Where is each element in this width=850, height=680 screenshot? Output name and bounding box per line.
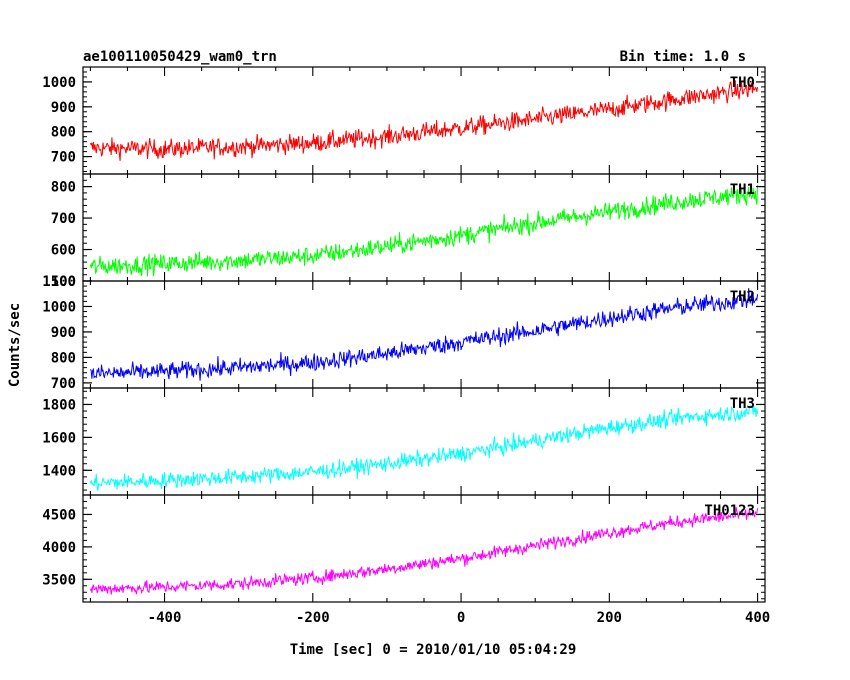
- panel-frame: [82, 66, 766, 175]
- x-tick-label: 200: [597, 610, 622, 626]
- x-tick-label: 0: [457, 610, 465, 626]
- chart-title: ae100110050429_wam0_trn: [83, 49, 277, 65]
- y-tick-label: 600: [51, 243, 76, 259]
- y-tick-label: 800: [51, 180, 76, 196]
- panel-th0: 700 800 900 1000 TH0: [42, 66, 766, 175]
- panel-frame: [82, 280, 766, 389]
- y-tick-label: 700: [51, 211, 76, 227]
- y-tick-label: 900: [51, 325, 76, 341]
- y-tick-label: 800: [51, 350, 76, 366]
- y-tick-label: 4500: [42, 507, 76, 523]
- y-tick-label: 1600: [42, 430, 76, 446]
- series-line-th1: [89, 184, 759, 277]
- panel-th0123: 3500 4000 4500 TH0123: [42, 494, 766, 603]
- x-tick-label: -400: [148, 610, 182, 626]
- panel-th2: 700 800 900 1000 1100 TH2: [42, 274, 766, 392]
- y-tick-label: 1400: [42, 463, 76, 479]
- panel-label-th3: TH3: [730, 396, 755, 412]
- series-line-th2: [89, 288, 759, 381]
- series-line-th3: [89, 405, 759, 491]
- panel-th3: 1400 1600 1800 TH3: [42, 387, 766, 496]
- y-tick-label: 1100: [42, 274, 76, 290]
- y-axis-label: Counts/sec: [7, 303, 23, 387]
- y-tick-label: 500: [51, 274, 76, 290]
- x-tick-label: -200: [296, 610, 330, 626]
- y-tick-label: 900: [51, 100, 76, 116]
- panels-group: 700 800 900 1000 TH0 500 600 700 800 TH1 700 800 900…: [42, 66, 770, 626]
- panel-label-th1: TH1: [730, 182, 755, 198]
- bin-time-label: Bin time: 1.0 s: [620, 49, 746, 65]
- y-tick-label: 1000: [42, 75, 76, 91]
- y-tick-label: 700: [51, 150, 76, 166]
- y-tick-label: 4000: [42, 540, 76, 556]
- series-line-th0123: [89, 506, 759, 595]
- panel-label-th2: TH2: [730, 289, 755, 305]
- panel-label-th0: TH0: [730, 75, 755, 91]
- y-tick-label: 800: [51, 125, 76, 141]
- y-tick-label: 3500: [42, 572, 76, 588]
- y-tick-label: 700: [51, 376, 76, 392]
- panel-th1: 500 600 700 800 TH1: [51, 173, 766, 290]
- y-tick-label: 1800: [42, 397, 76, 413]
- x-tick-label: 400: [745, 610, 770, 626]
- y-tick-label: 1000: [42, 299, 76, 315]
- panel-label-th0123: TH0123: [704, 503, 755, 519]
- x-axis-label: Time [sec] 0 = 2010/01/10 05:04:29: [290, 642, 577, 658]
- series-line-th0: [89, 80, 759, 161]
